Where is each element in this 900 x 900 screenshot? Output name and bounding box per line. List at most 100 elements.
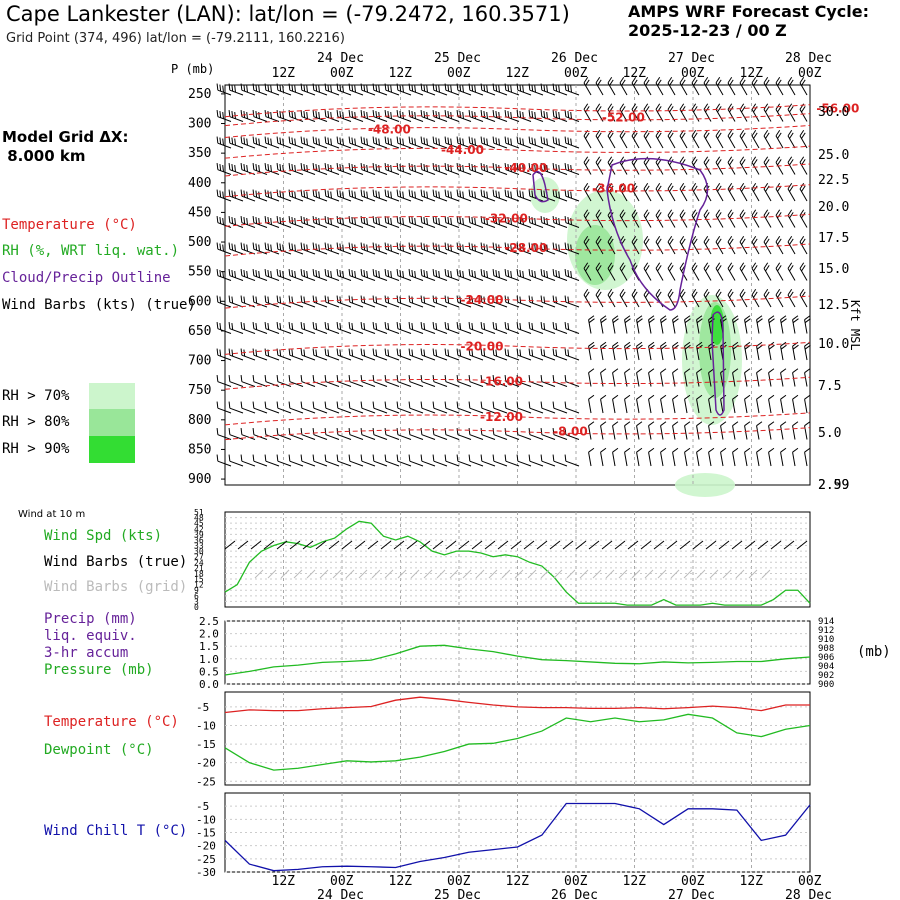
wind-barb [540, 242, 556, 255]
wind-barb-10m [419, 540, 431, 550]
wind-barb [691, 209, 700, 228]
wind-tick-label: 48 [194, 514, 204, 523]
wind-barb [384, 83, 400, 96]
wind-chill-legend: Wind Chill T (°C) [44, 823, 188, 839]
wind-barb [312, 348, 328, 361]
wind-barb [312, 268, 328, 281]
wind-barb [583, 130, 592, 149]
wind-barb [744, 447, 751, 467]
wind-barb [672, 421, 679, 440]
wind-barb [600, 421, 607, 440]
wind-barb [655, 262, 664, 281]
wind-barb [264, 109, 280, 122]
wind-barb [564, 268, 580, 281]
wind-barb [456, 454, 472, 467]
wind-barb [732, 394, 739, 414]
wind-barb [288, 83, 304, 96]
wind-barb [252, 401, 268, 414]
wind-barb [703, 156, 712, 175]
time-tick-top: 00Z [681, 66, 705, 81]
isotherm-label: -36.00 [592, 182, 635, 196]
wind-barb [396, 295, 412, 308]
wind-barb [684, 447, 691, 467]
wind-barb [612, 315, 619, 334]
pressure-tick-label: 850 [188, 442, 211, 457]
wind-barb [456, 268, 472, 281]
wind-barb [540, 83, 556, 96]
pressure-tick-label: 900 [188, 472, 211, 487]
wind-barb-grid-10m [293, 569, 303, 579]
rh70-label: RH > 70% [2, 388, 70, 404]
wind-barb [480, 401, 496, 414]
wind-barb [276, 427, 292, 440]
wind-barb [432, 162, 448, 175]
wind-barb [612, 394, 619, 414]
wind-barb [775, 209, 784, 228]
wind-barb [703, 183, 712, 202]
wind-barb [456, 215, 472, 228]
pressure-tick-label-right: 900 [818, 680, 834, 690]
wind-barb [276, 109, 292, 122]
pressure-tick-label-right: 904 [818, 662, 834, 672]
wind-barb [504, 162, 520, 175]
pressure-tick-label: 350 [188, 146, 211, 161]
wind-barbs-true-legend: Wind Barbs (true) [44, 554, 188, 570]
wind-barb [619, 209, 628, 228]
wind-barb [787, 77, 796, 96]
wind-barb [240, 427, 256, 440]
wind-barb [655, 209, 664, 228]
wind-barb [540, 109, 556, 122]
wind-barb-grid-10m [410, 569, 420, 579]
wind-barb-grid-10m [566, 569, 576, 579]
wind-barb [432, 401, 448, 414]
wind-barb [432, 268, 448, 281]
wind-barb [667, 289, 676, 308]
forecast-cycle-line1: AMPS WRF Forecast Cycle: [628, 2, 870, 21]
wind-barb [336, 295, 352, 308]
wind-barb [727, 289, 736, 308]
time-tick-bottom: 12Z [506, 874, 530, 889]
wind-barb [768, 421, 775, 440]
wind-barb [420, 427, 436, 440]
wind-barb [540, 454, 556, 467]
wind-barb-10m [653, 540, 665, 550]
wind-barb [264, 401, 280, 414]
wind-barb [660, 315, 667, 334]
wind-barb [300, 242, 316, 255]
wind-barb [715, 236, 724, 255]
wind-barb [348, 268, 364, 281]
wind-barb [408, 295, 424, 308]
wind-barb [444, 295, 460, 308]
time-tick-bottom: 00Z [564, 874, 588, 889]
wind-barb [456, 109, 472, 122]
rh80-label: RH > 80% [2, 414, 70, 430]
wind-barb [288, 348, 304, 361]
wind-barb [288, 162, 304, 175]
wind-barb [655, 77, 664, 96]
wind-barb [792, 341, 799, 361]
wind-barb [420, 83, 436, 96]
wind-barb [667, 209, 676, 228]
isotherms [224, 104, 811, 441]
wind-barb [763, 103, 772, 122]
wind-barb [240, 401, 256, 414]
wind-barb [679, 103, 688, 122]
wind-barb [408, 215, 424, 228]
wind-barb [492, 109, 508, 122]
wind-barb [348, 215, 364, 228]
wind-barb [691, 183, 700, 202]
wind-barb [595, 262, 604, 281]
wind-barb [372, 295, 388, 308]
wind-barb [516, 268, 532, 281]
wind-barb [703, 209, 712, 228]
wind-barb [492, 427, 508, 440]
wind-barb [595, 209, 604, 228]
wind-barbs-grid-10m [254, 569, 771, 579]
wind-barb [739, 183, 748, 202]
wind-barb [696, 421, 703, 440]
wind-barb [588, 315, 595, 334]
wind-barb [456, 189, 472, 202]
wind-barb [384, 136, 400, 149]
time-tick-bottom: 00Z [798, 874, 822, 889]
wind-barb-grid-10m [475, 569, 485, 579]
